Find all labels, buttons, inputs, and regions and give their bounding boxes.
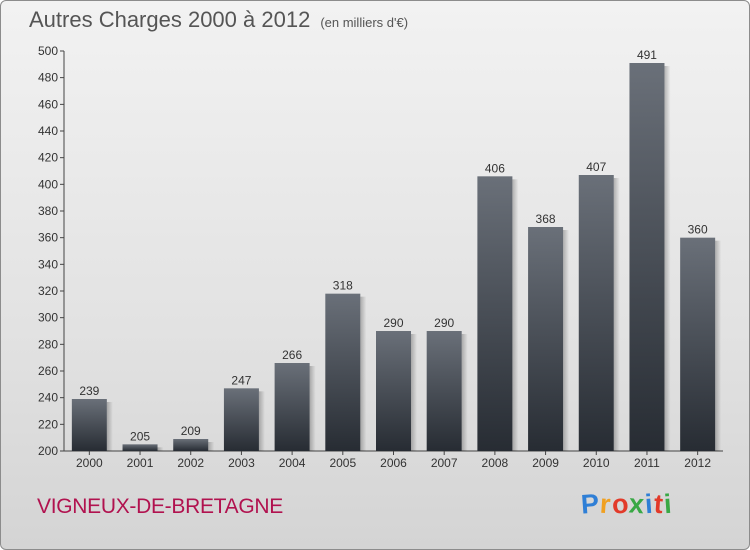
y-tick-label: 460	[38, 97, 58, 111]
x-tick-label: 2006	[380, 456, 407, 470]
chart-subtitle: (en milliers d'€)	[320, 15, 409, 30]
bar-value-label: 247	[231, 373, 251, 387]
bar	[223, 388, 259, 451]
chart-title-text: Autres Charges 2000 à 2012	[29, 7, 311, 32]
x-tick-label: 2002	[177, 456, 204, 470]
logo-letter: i	[662, 488, 674, 520]
bar-value-label: 209	[181, 424, 201, 438]
bar-value-label: 290	[434, 316, 454, 330]
y-tick-label: 240	[38, 391, 58, 405]
bar-value-label: 318	[333, 279, 353, 293]
bars-group	[71, 63, 722, 452]
bar	[528, 227, 564, 451]
bar	[71, 399, 107, 451]
y-tick-label: 260	[38, 364, 58, 378]
bar-shadow	[411, 334, 417, 451]
y-tick-label: 360	[38, 231, 58, 245]
bar-shadow	[208, 442, 215, 451]
x-tick-label: 2009	[532, 456, 559, 470]
bar-shadow	[309, 366, 316, 451]
bar-shadow	[563, 230, 570, 451]
bar	[274, 363, 310, 451]
y-tick-label: 280	[38, 337, 58, 351]
bar-shadow	[664, 66, 671, 451]
x-tick-label: 2008	[482, 456, 509, 470]
y-tick-label: 320	[38, 284, 58, 298]
bar-value-label: 491	[637, 48, 657, 62]
x-tick-label: 2003	[228, 456, 255, 470]
bar-shadow	[512, 179, 519, 452]
bar-shadow	[613, 178, 620, 451]
x-tick-label: 2010	[583, 456, 610, 470]
bar	[426, 331, 462, 451]
commune-name: VIGNEUX-DE-BRETAGNE	[37, 495, 283, 518]
bar-shadow	[360, 296, 367, 451]
y-tick-label: 200	[38, 444, 58, 458]
bar	[629, 63, 665, 451]
x-tick-label: 2011	[634, 456, 660, 470]
bar-value-label: 360	[688, 223, 708, 237]
chart-title: Autres Charges 2000 à 2012 (en milliers d…	[29, 7, 408, 33]
y-tick-label: 500	[38, 44, 58, 58]
bar-value-label: 205	[130, 429, 150, 443]
x-tick-label: 2012	[684, 456, 711, 470]
axes-group: 200 220 240 260 280 300 320 340 360 380 400 420 440 4…	[38, 44, 723, 458]
y-tick-label: 420	[38, 151, 58, 165]
x-tick-label: 2004	[279, 456, 306, 470]
bar	[477, 176, 513, 452]
bar-value-label: 239	[79, 384, 99, 398]
bar	[680, 237, 716, 451]
bar-value-label: 368	[536, 212, 556, 226]
bar-shadow	[106, 402, 113, 451]
y-tick-label: 440	[38, 124, 58, 138]
y-tick-label: 480	[38, 71, 58, 85]
proxiti-logo: Proxiti	[579, 488, 674, 520]
y-tick-label: 220	[38, 417, 58, 431]
y-tick-label: 380	[38, 204, 58, 218]
bar-shadow	[715, 240, 722, 451]
y-tick-label: 400	[38, 177, 58, 191]
bar-value-label: 290	[383, 316, 403, 330]
bar-value-label: 406	[485, 161, 505, 175]
bar-shadow	[258, 391, 265, 451]
x-tick-label: 2005	[329, 456, 356, 470]
logo-letter: P	[579, 488, 602, 520]
x-tick-label: 2000	[76, 456, 103, 470]
x-tick-label: 2007	[431, 456, 458, 470]
bar	[376, 331, 411, 451]
bar	[173, 439, 209, 451]
bar-value-label: 407	[586, 160, 606, 174]
y-tick-label: 340	[38, 257, 58, 271]
y-tick-label: 300	[38, 311, 58, 325]
labels-group: 239 2000 205 2001 209 2002 247 2003 266 2004 318 20…	[76, 48, 711, 470]
bar	[325, 293, 361, 451]
bar-shadow	[461, 334, 468, 451]
x-tick-label: 2001	[127, 456, 154, 470]
bar-value-label: 266	[282, 348, 302, 362]
bar-shadow	[157, 447, 164, 451]
bar	[122, 444, 158, 451]
bar	[578, 175, 614, 451]
